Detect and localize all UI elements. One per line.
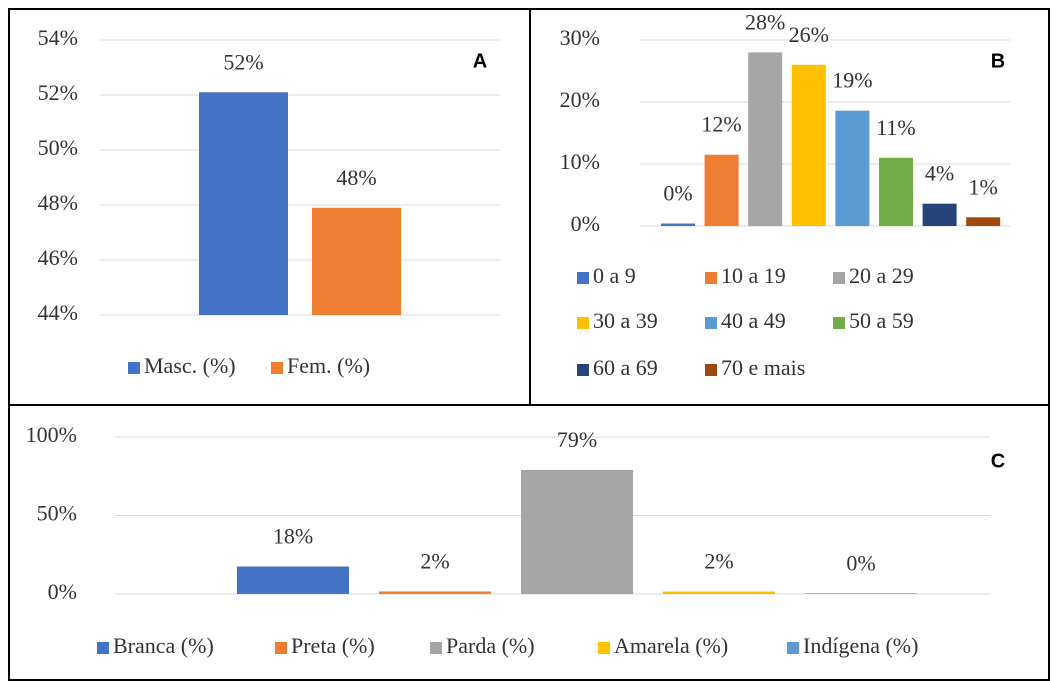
y-tick-label: 10% — [560, 149, 600, 174]
y-tick-label: 52% — [38, 80, 78, 105]
legend-swatch — [97, 642, 109, 654]
legend-swatch — [598, 642, 610, 654]
legend-label: 20 a 29 — [849, 263, 914, 288]
legend-label: Branca (%) — [113, 633, 214, 658]
y-tick-label: 46% — [38, 245, 78, 270]
legend-label: 0 a 9 — [593, 263, 636, 288]
bar — [879, 157, 913, 226]
y-tick-label: 0% — [48, 579, 77, 604]
legend-swatch — [430, 642, 442, 654]
bar — [521, 469, 633, 594]
value-label: 0% — [846, 550, 875, 575]
value-label: 48% — [336, 165, 376, 190]
value-label: 12% — [701, 112, 741, 137]
bar — [835, 110, 870, 226]
legend-label: Fem. (%) — [287, 353, 370, 378]
legend-swatch — [128, 362, 140, 374]
bar — [237, 566, 349, 594]
legend-swatch — [577, 364, 589, 376]
value-label: 11% — [876, 115, 916, 140]
value-label: 2% — [420, 549, 449, 574]
legend-label: 50 a 59 — [849, 308, 914, 333]
legend-label: Parda (%) — [446, 633, 535, 658]
value-label: 52% — [223, 49, 263, 74]
y-tick-label: 48% — [38, 190, 78, 215]
value-label: 26% — [789, 22, 829, 47]
bar — [661, 223, 695, 226]
legend-label: Masc. (%) — [144, 353, 236, 378]
legend-swatch — [705, 272, 717, 284]
bar — [966, 217, 1001, 226]
bar — [663, 591, 775, 594]
legend-swatch — [705, 364, 717, 376]
y-tick-label: 54% — [38, 25, 78, 50]
value-label: 0% — [663, 181, 692, 206]
value-label: 1% — [969, 174, 998, 199]
bar — [922, 203, 957, 226]
y-tick-label: 0% — [571, 211, 600, 236]
bar — [791, 64, 826, 226]
bar — [704, 154, 739, 226]
legend-label: Preta (%) — [291, 633, 375, 658]
y-tick-label: 50% — [38, 135, 78, 160]
legend-label: Indígena (%) — [803, 633, 918, 658]
legend-label: Amarela (%) — [614, 633, 728, 658]
legend-swatch — [833, 317, 845, 329]
legend-swatch — [787, 642, 799, 654]
legend-label: 30 a 39 — [593, 308, 658, 333]
legend-swatch — [275, 642, 287, 654]
panel-label: C — [991, 450, 1005, 472]
legend-label: 70 e mais — [721, 355, 805, 380]
legend-swatch — [577, 272, 589, 284]
value-label: 4% — [925, 161, 954, 186]
y-tick-label: 20% — [560, 87, 600, 112]
panel-label: A — [473, 50, 487, 72]
legend-label: 10 a 19 — [721, 263, 786, 288]
legend-swatch — [577, 317, 589, 329]
value-label: 2% — [704, 549, 733, 574]
y-tick-label: 100% — [26, 422, 77, 447]
y-tick-label: 50% — [37, 501, 77, 526]
legend-label: 60 a 69 — [593, 355, 658, 380]
panel-label: B — [991, 50, 1005, 72]
bar — [199, 92, 288, 315]
bar — [748, 52, 783, 227]
legend-swatch — [833, 272, 845, 284]
y-tick-label: 30% — [560, 25, 600, 50]
y-tick-label: 44% — [38, 300, 78, 325]
value-label: 79% — [557, 427, 597, 452]
bar — [312, 207, 401, 315]
bar — [805, 593, 917, 594]
legend-swatch — [705, 317, 717, 329]
legend-swatch — [271, 362, 283, 374]
value-label: 19% — [832, 68, 872, 93]
value-label: 28% — [745, 9, 785, 34]
legend-label: 40 a 49 — [721, 308, 786, 333]
value-label: 18% — [273, 524, 313, 549]
bar — [379, 591, 491, 594]
